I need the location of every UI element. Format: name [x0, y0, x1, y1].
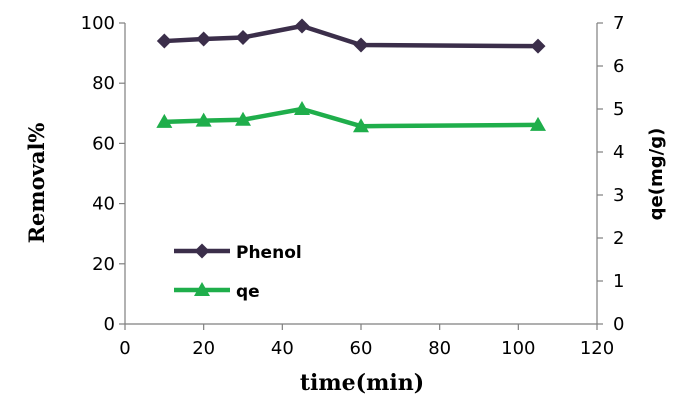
legend-marker-qe	[194, 282, 210, 296]
y-axis-label: Removal%	[24, 123, 49, 244]
series-line-phenol	[164, 23, 539, 49]
y2-tick-label: 0	[613, 314, 624, 335]
data-point-qe	[353, 118, 369, 133]
data-point-phenol	[353, 37, 369, 53]
y2-tick-label: 1	[613, 271, 624, 292]
series-layer	[156, 18, 546, 133]
series-line-qe	[164, 106, 539, 129]
data-point-phenol	[530, 38, 546, 54]
y-tick-label: 40	[92, 194, 115, 215]
x-tick-label: 0	[119, 338, 130, 359]
data-point-qe	[156, 113, 173, 128]
legend-marker-phenol	[194, 243, 210, 259]
y2-tick-label: 2	[613, 228, 624, 249]
y-tick-label: 60	[92, 133, 115, 154]
data-point-qe	[530, 116, 546, 131]
data-point-qe	[235, 111, 251, 126]
y2-tick-label: 4	[613, 142, 624, 163]
y-tick-label: 0	[104, 314, 115, 335]
data-point-phenol	[235, 29, 251, 45]
x-tick-label: 80	[428, 338, 451, 359]
x-tick-label: 120	[580, 338, 614, 359]
y2-tick-label: 3	[613, 185, 624, 206]
data-point-qe	[294, 101, 310, 115]
legend-label-phenol: Phenol	[236, 243, 302, 263]
y2-axis-label: qe(mg/g)	[646, 128, 667, 221]
x-tick-label: 20	[192, 338, 215, 359]
data-point-phenol	[156, 33, 172, 49]
y-tick-label: 20	[92, 254, 115, 275]
x-tick-label: 60	[350, 338, 373, 359]
y-tick-label: 80	[92, 73, 115, 94]
data-point-qe	[195, 112, 212, 127]
data-point-phenol	[294, 18, 310, 34]
axes-layer: 0 20 40 60 80 100 0 1 2 3 4 5 6 7 0 20 40 60 80 100 120	[81, 13, 625, 359]
legend	[174, 243, 230, 296]
legend-label-qe: qe	[236, 282, 260, 302]
y2-tick-label: 5	[613, 99, 624, 120]
data-point-phenol	[196, 31, 212, 47]
y2-tick-label: 6	[613, 56, 624, 77]
x-tick-label: 40	[271, 338, 294, 359]
x-tick-label: 100	[501, 338, 535, 359]
y-tick-label: 100	[81, 13, 115, 34]
y2-tick-label: 7	[613, 13, 624, 34]
x-axis-label: time(min)	[300, 370, 424, 396]
